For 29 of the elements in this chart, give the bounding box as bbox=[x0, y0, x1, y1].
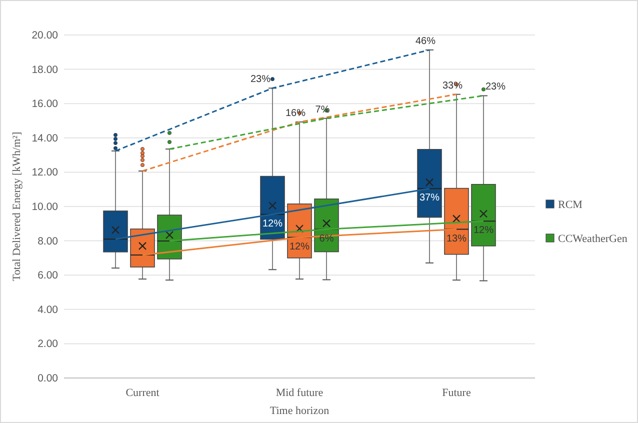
x-tick-label: Current bbox=[126, 387, 160, 399]
y-tick-label: 6.00 bbox=[38, 270, 58, 282]
y-tick-label: 8.00 bbox=[38, 235, 58, 248]
annotation: 12% bbox=[289, 241, 310, 252]
y-tick-label: 4.00 bbox=[38, 304, 58, 316]
annotation: 16% bbox=[285, 108, 306, 119]
y-tick-label: 10.00 bbox=[32, 201, 58, 213]
annotation: 46% bbox=[415, 36, 436, 47]
annotation: 37% bbox=[419, 192, 440, 204]
annotation: 33% bbox=[442, 80, 463, 92]
y-tick-label: 16.00 bbox=[32, 98, 58, 110]
annotation: 12% bbox=[473, 225, 494, 236]
x-tick-label: Mid future bbox=[276, 387, 324, 399]
legend-label: RCM bbox=[558, 199, 583, 211]
legend-label: CCWeatherGen bbox=[558, 233, 628, 245]
y-tick-label: 14.00 bbox=[32, 132, 58, 144]
annotation: 7% bbox=[315, 104, 330, 116]
annotation: 23% bbox=[485, 82, 506, 93]
y-tick-label: 2.00 bbox=[38, 338, 58, 350]
y-tick-label: 0.00 bbox=[38, 372, 58, 384]
y-tick-label: 20.00 bbox=[32, 30, 58, 42]
x-tick-label: Future bbox=[442, 387, 471, 399]
y-tick-label: 12.00 bbox=[32, 166, 58, 179]
annotation: 13% bbox=[446, 233, 467, 244]
y-tick-label: 18.00 bbox=[32, 64, 58, 76]
annotation: 23% bbox=[250, 74, 271, 86]
annotation: 12% bbox=[262, 218, 283, 230]
y-axis-title: Total Delivered Energy [kWh/m²] bbox=[11, 132, 23, 282]
x-axis-title: Time horizon bbox=[270, 405, 330, 417]
